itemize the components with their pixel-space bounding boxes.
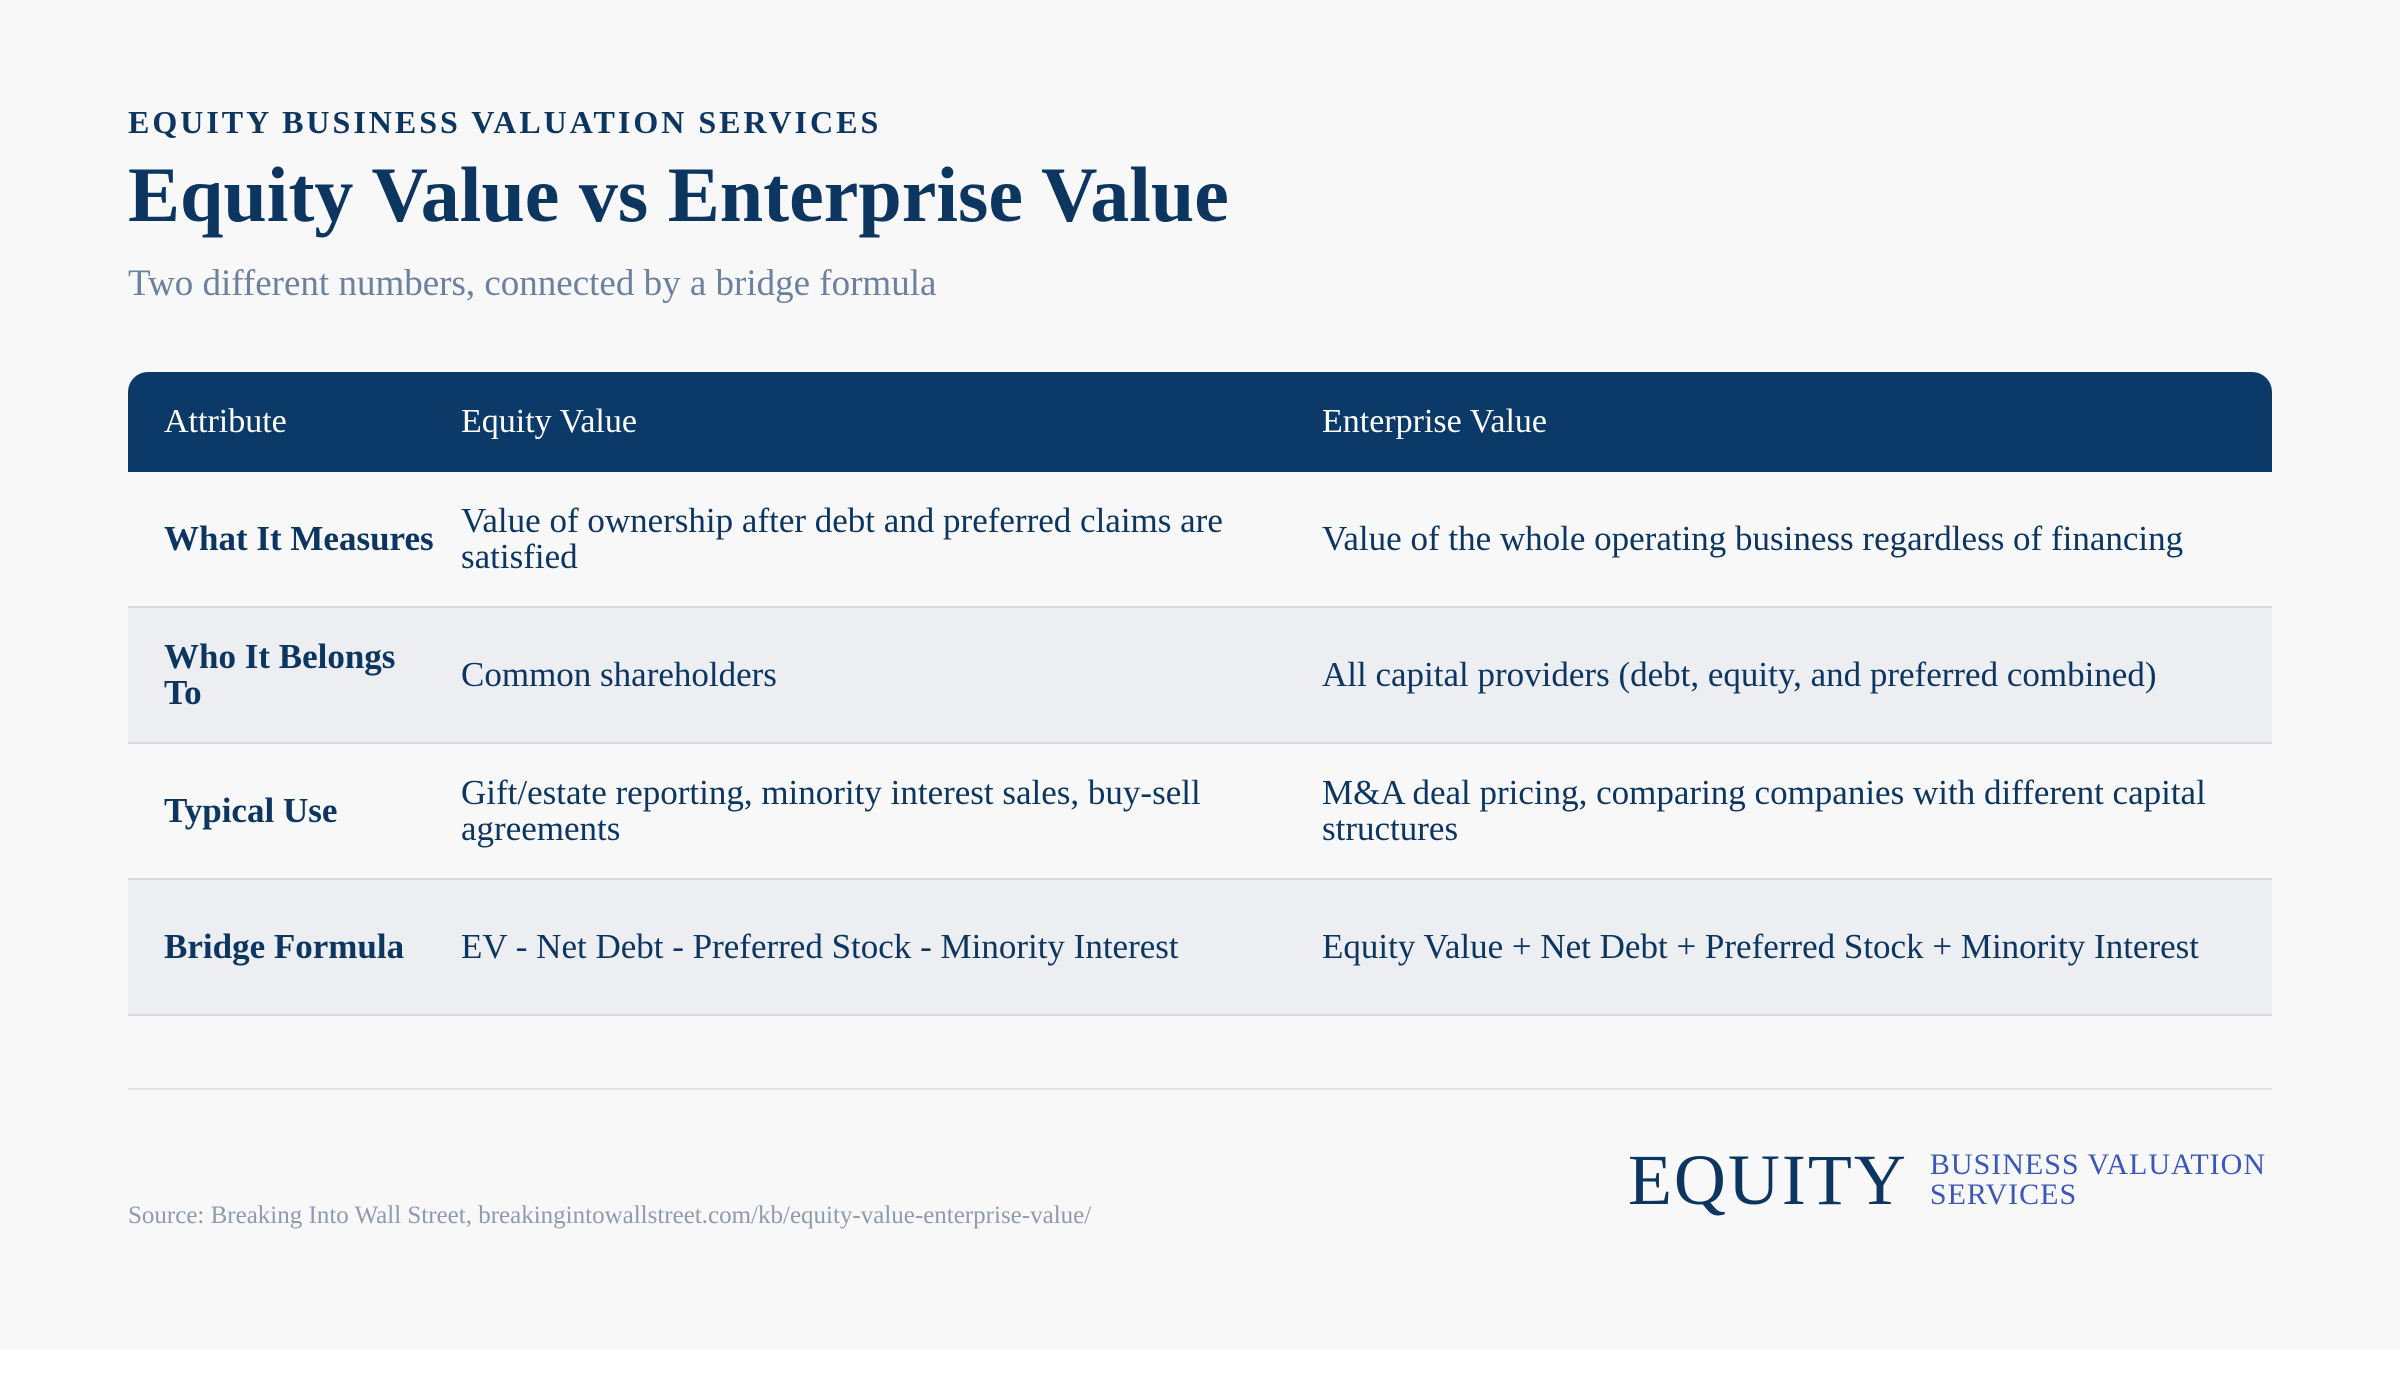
source-citation: Source: Breaking Into Wall Street, break… xyxy=(128,1202,1092,1229)
row-equity-value: Value of ownership after debt and prefer… xyxy=(461,501,1223,576)
page-subtitle: Two different numbers, connected by a br… xyxy=(128,263,937,304)
row-attribute: Typical Use xyxy=(164,791,338,831)
row-equity-value: Common shareholders xyxy=(461,655,777,695)
comparison-table: Attribute Equity Value Enterprise Value … xyxy=(128,372,2272,1016)
row-attribute: Bridge Formula xyxy=(164,927,405,967)
table-row: Typical Use Gift/estate reporting, minor… xyxy=(128,744,2272,880)
row-attribute: Who It Belongs To xyxy=(164,637,396,712)
table-row: Who It Belongs To Common shareholders Al… xyxy=(128,608,2272,744)
row-enterprise-value: All capital providers (debt, equity, and… xyxy=(1322,655,2157,695)
logo-tagline: BUSINESS VALUATION SERVICES xyxy=(1930,1150,2266,1210)
table-header: Attribute Equity Value Enterprise Value xyxy=(128,372,2272,472)
logo-tagline-line2: SERVICES xyxy=(1929,1178,2078,1211)
column-header-attribute: Attribute xyxy=(164,403,287,440)
row-enterprise-value: Equity Value + Net Debt + Preferred Stoc… xyxy=(1322,927,2199,967)
page: EQUITY BUSINESS VALUATION SERVICES Equit… xyxy=(128,0,2272,1350)
footer-divider xyxy=(128,1088,2272,1090)
row-attribute: What It Measures xyxy=(164,519,434,559)
column-header-enterprise-value: Enterprise Value xyxy=(1322,403,1548,440)
brand-logo: EQUITY BUSINESS VALUATION SERVICES xyxy=(1628,1144,2266,1216)
logo-tagline-line1: BUSINESS VALUATION xyxy=(1929,1148,2266,1181)
row-enterprise-value: M&A deal pricing, comparing companies wi… xyxy=(1322,773,2206,848)
table-row: Bridge Formula EV - Net Debt - Preferred… xyxy=(128,880,2272,1016)
table-row: What It Measures Value of ownership afte… xyxy=(128,472,2272,608)
bottom-strip xyxy=(0,1350,2400,1376)
row-enterprise-value: Value of the whole operating business re… xyxy=(1322,519,2184,559)
row-equity-value: EV - Net Debt - Preferred Stock - Minori… xyxy=(461,927,1179,967)
page-title: Equity Value vs Enterprise Value xyxy=(128,151,1229,238)
row-equity-value: Gift/estate reporting, minority interest… xyxy=(461,773,1201,848)
column-header-equity-value: Equity Value xyxy=(461,403,637,440)
eyebrow-label: EQUITY BUSINESS VALUATION SERVICES xyxy=(128,104,882,140)
logo-wordmark: EQUITY xyxy=(1627,1140,1908,1220)
